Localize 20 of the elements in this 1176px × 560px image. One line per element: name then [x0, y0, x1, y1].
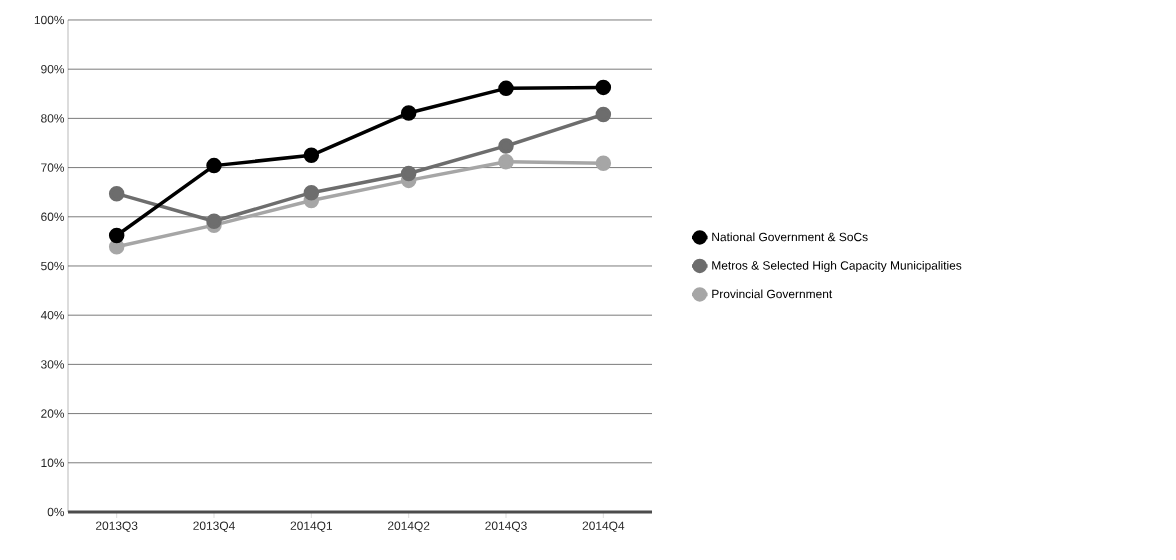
x-tick-label: 2013Q3 [96, 521, 138, 533]
y-tick-label: 50% [41, 261, 65, 271]
y-tick-label: 80% [41, 114, 65, 123]
x-tick-label: 2014Q4 [582, 521, 625, 533]
x-tick-label: 2013Q4 [193, 521, 235, 533]
x-tick-label: 2014Q1 [290, 521, 333, 533]
y-tick-label: 30% [41, 360, 65, 369]
legend-label: Provincial Government [712, 289, 833, 299]
legend-label: National Government & SoCs [712, 232, 868, 242]
y-tick-label: 90% [41, 64, 65, 74]
x-tick-label: 2014Q3 [485, 521, 527, 533]
y-tick-label: 70% [41, 163, 65, 172]
y-tick-label: 20% [41, 409, 65, 418]
y-tick-label: 60% [41, 212, 65, 222]
y-tick-label: 10% [41, 458, 65, 468]
legend-label: Metros & Selected High Capacity Municipalities [712, 260, 962, 273]
x-tick-label: 2014Q2 [388, 521, 430, 533]
y-tick-label: 40% [40, 310, 65, 320]
y-tick-label: 0% [47, 507, 65, 517]
y-tick-label: 100% [34, 15, 65, 25]
